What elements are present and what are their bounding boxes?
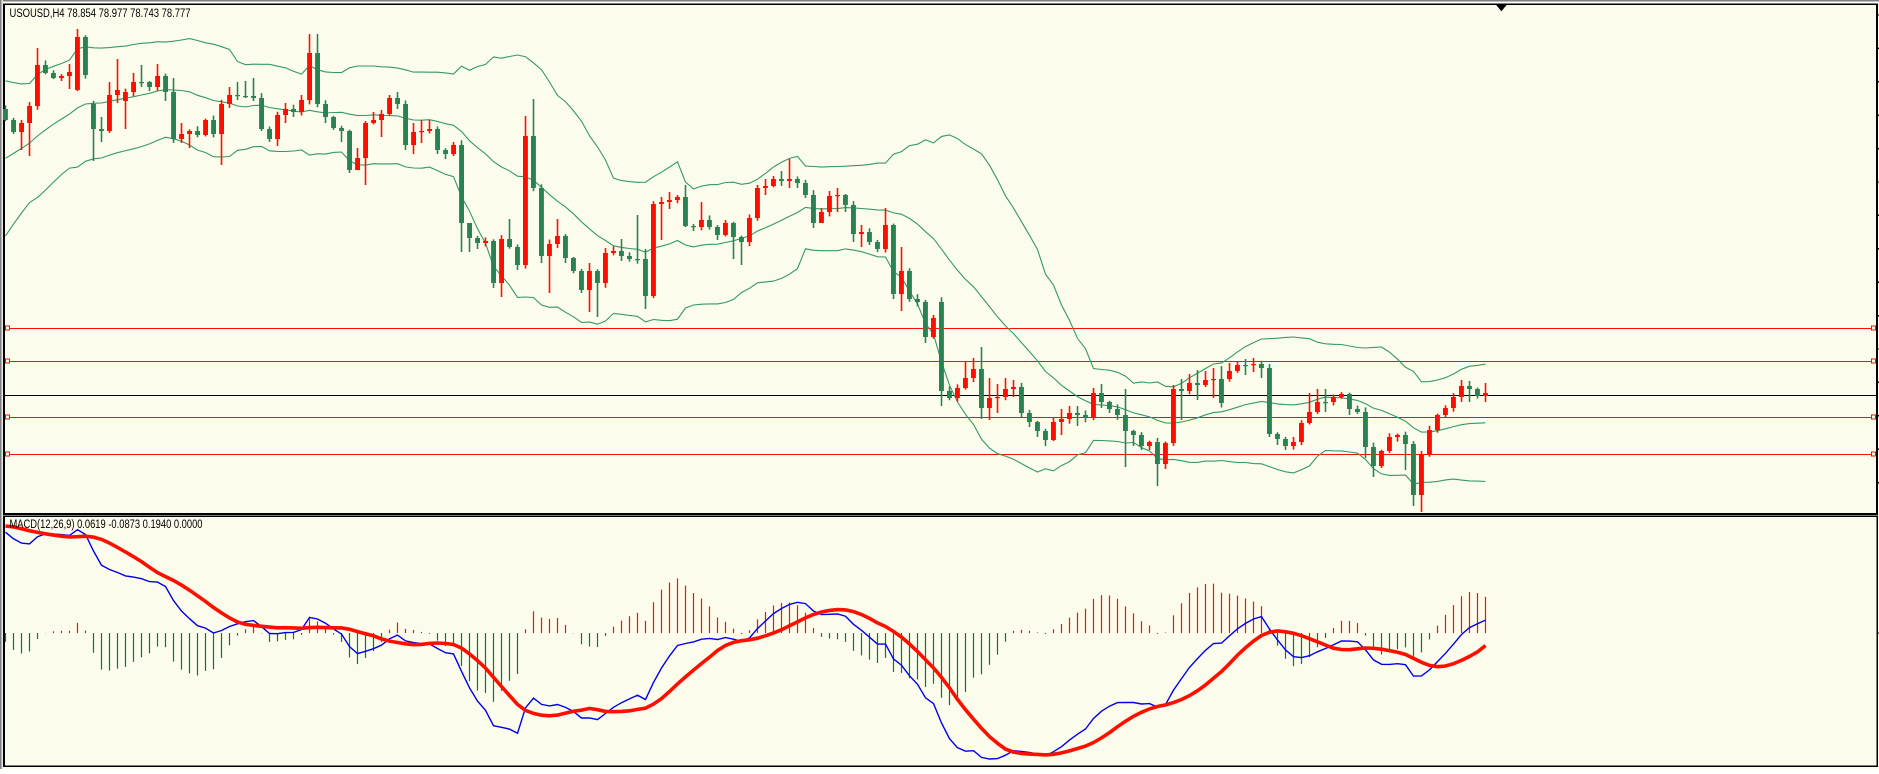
svg-text:USOUSD,H4 78.854 78.977 78.74: USOUSD,H4 78.854 78.977 78.743 78.777 [10, 8, 191, 20]
svg-text:MACD(12,26,9) 0.0619 -0.0873 0: MACD(12,26,9) 0.0619 -0.0873 0.1940 0.00… [10, 519, 203, 531]
